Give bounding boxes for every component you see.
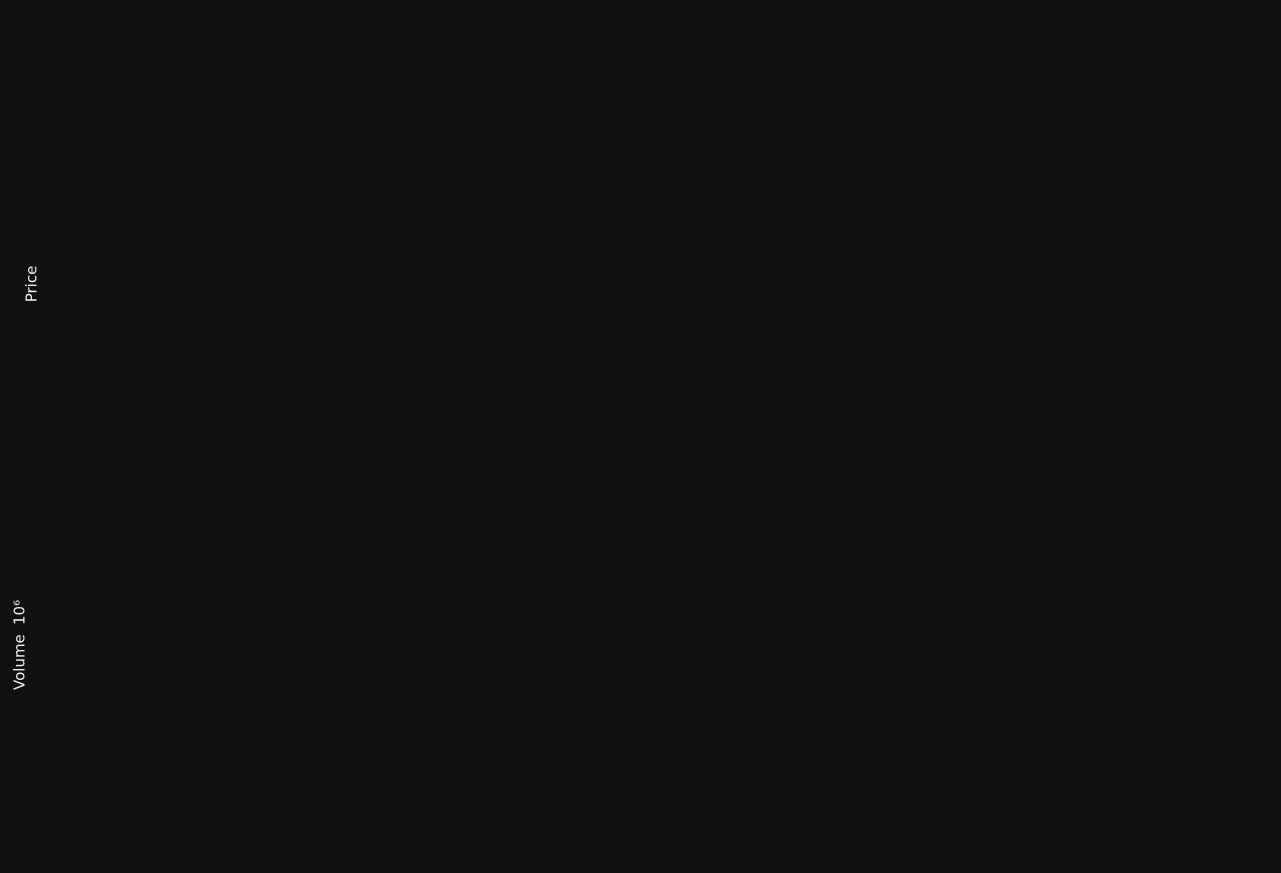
price-axis-label: Price: [23, 266, 41, 303]
axis-layer: Price Volume 10⁶: [11, 266, 41, 690]
volume-axis-label: Volume: [11, 634, 29, 690]
volume-offset-label: 10⁶: [11, 600, 29, 625]
